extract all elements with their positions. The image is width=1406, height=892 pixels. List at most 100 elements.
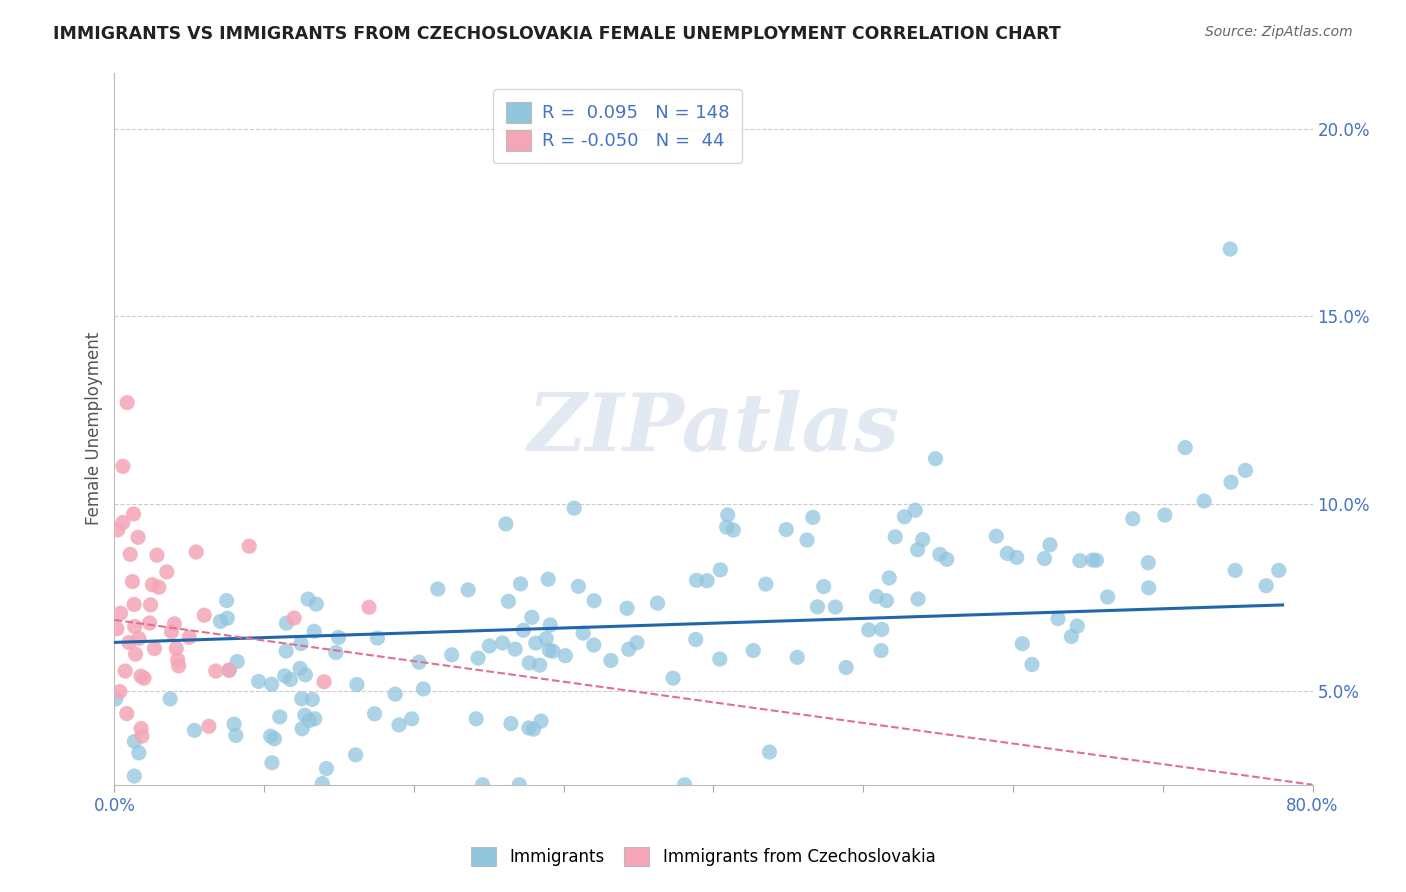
Point	[120, 547, 142, 561]
Point	[1066, 619, 1088, 633]
Point	[344, 747, 367, 762]
Point	[517, 656, 540, 670]
Point	[877, 571, 900, 585]
Point	[108, 684, 131, 698]
Point	[870, 623, 893, 637]
Point	[755, 577, 778, 591]
Point	[1039, 538, 1062, 552]
Point	[517, 721, 540, 735]
Point	[138, 615, 160, 630]
Point	[696, 574, 718, 588]
Point	[509, 577, 531, 591]
Point	[132, 671, 155, 685]
Point	[273, 669, 295, 683]
Point	[104, 692, 127, 706]
Point	[907, 592, 929, 607]
Point	[1192, 494, 1215, 508]
Point	[824, 600, 846, 615]
Point	[1234, 463, 1257, 477]
Point	[626, 636, 648, 650]
Point	[124, 619, 146, 633]
Point	[129, 669, 152, 683]
Point	[1069, 554, 1091, 568]
Point	[217, 611, 239, 625]
Point	[186, 545, 208, 559]
Point	[294, 708, 316, 723]
Point	[198, 719, 221, 733]
Point	[247, 674, 270, 689]
Point	[537, 572, 560, 586]
Point	[166, 653, 188, 667]
Point	[1219, 242, 1241, 256]
Point	[290, 636, 312, 650]
Point	[716, 520, 738, 534]
Point	[1220, 475, 1243, 490]
Point	[530, 714, 553, 728]
Point	[1137, 581, 1160, 595]
Point	[1268, 563, 1291, 577]
Point	[572, 626, 595, 640]
Point	[124, 647, 146, 661]
Point	[801, 510, 824, 524]
Point	[538, 643, 561, 657]
Point	[294, 668, 316, 682]
Point	[127, 530, 149, 544]
Point	[1256, 579, 1278, 593]
Point	[1046, 611, 1069, 625]
Point	[311, 776, 333, 790]
Point	[107, 523, 129, 537]
Point	[426, 582, 449, 596]
Point	[131, 729, 153, 743]
Point	[160, 624, 183, 639]
Point	[148, 580, 170, 594]
Point	[685, 632, 707, 647]
Point	[156, 565, 179, 579]
Point	[159, 691, 181, 706]
Point	[1011, 637, 1033, 651]
Point	[209, 615, 232, 629]
Point	[498, 594, 520, 608]
Legend: R =  0.095   N = 148, R = -0.050   N =  44: R = 0.095 N = 148, R = -0.050 N = 44	[494, 89, 742, 163]
Point	[567, 579, 589, 593]
Point	[259, 729, 281, 743]
Point	[215, 593, 238, 607]
Point	[508, 778, 530, 792]
Point	[520, 610, 543, 624]
Point	[617, 642, 640, 657]
Point	[163, 616, 186, 631]
Point	[723, 523, 745, 537]
Text: ZIPatlas: ZIPatlas	[527, 390, 900, 467]
Point	[911, 533, 934, 547]
Point	[226, 655, 249, 669]
Point	[204, 664, 226, 678]
Point	[742, 643, 765, 657]
Point	[260, 756, 283, 770]
Point	[986, 529, 1008, 543]
Point	[465, 712, 488, 726]
Point	[412, 681, 434, 696]
Point	[129, 722, 152, 736]
Point	[875, 593, 897, 607]
Point	[193, 608, 215, 623]
Point	[122, 507, 145, 521]
Point	[115, 706, 138, 721]
Legend: Immigrants, Immigrants from Czechoslovakia: Immigrants, Immigrants from Czechoslovak…	[464, 840, 942, 873]
Point	[366, 631, 388, 645]
Point	[673, 778, 696, 792]
Point	[276, 644, 298, 658]
Point	[685, 574, 707, 588]
Point	[304, 712, 326, 726]
Point	[583, 593, 606, 607]
Point	[582, 638, 605, 652]
Point	[865, 590, 887, 604]
Point	[1097, 590, 1119, 604]
Point	[363, 706, 385, 721]
Point	[1122, 512, 1144, 526]
Point	[491, 636, 513, 650]
Point	[179, 630, 201, 644]
Point	[471, 778, 494, 792]
Point	[796, 533, 818, 547]
Point	[110, 606, 132, 620]
Point	[1137, 556, 1160, 570]
Point	[884, 530, 907, 544]
